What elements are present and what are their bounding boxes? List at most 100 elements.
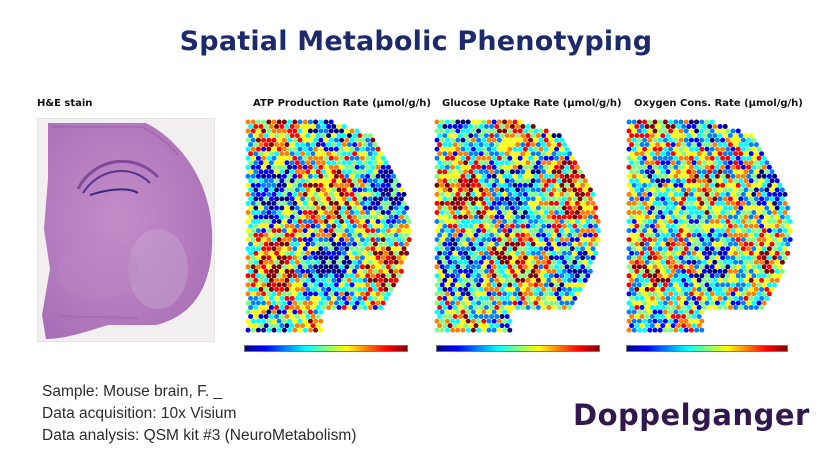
spot: [587, 250, 593, 256]
spot: [636, 219, 642, 224]
spot: [787, 228, 793, 234]
spot: [515, 178, 521, 184]
spot: [383, 286, 389, 292]
spot: [743, 223, 749, 229]
spot: [271, 318, 277, 324]
spot: [735, 173, 741, 179]
spot: [318, 119, 324, 125]
spot: [274, 133, 280, 139]
spot: [546, 187, 552, 193]
spot: [515, 259, 521, 265]
spot: [276, 309, 282, 315]
spot: [668, 137, 674, 143]
spot: [302, 318, 308, 324]
spot: [352, 196, 358, 202]
spot: [460, 237, 466, 243]
spot: [515, 286, 521, 292]
spot: [509, 151, 515, 157]
spot: [294, 323, 300, 329]
spot: [367, 295, 373, 301]
spot: [292, 318, 298, 324]
spot: [509, 277, 515, 283]
spot: [657, 219, 663, 224]
spot: [465, 182, 471, 188]
spot: [660, 142, 666, 148]
spot: [748, 268, 754, 274]
spot: [717, 124, 723, 129]
spot: [774, 259, 780, 265]
spot: [686, 314, 692, 319]
spot: [349, 146, 355, 152]
spot: [722, 142, 728, 148]
spot: [515, 160, 521, 166]
spot: [385, 228, 391, 234]
spot: [541, 259, 547, 265]
spot: [707, 241, 713, 247]
spot: [391, 246, 397, 252]
spot: [486, 219, 492, 224]
spot: [660, 133, 666, 139]
spot: [442, 169, 448, 175]
spot: [359, 291, 365, 297]
spot: [481, 119, 487, 125]
spot: [517, 300, 523, 306]
spot: [281, 300, 287, 306]
spot: [631, 309, 637, 315]
spot: [258, 196, 264, 202]
spot: [636, 155, 642, 161]
spot: [709, 282, 715, 288]
spot: [294, 187, 300, 193]
spot: [307, 119, 313, 125]
spot: [478, 250, 484, 256]
spot: [279, 232, 285, 238]
spot: [289, 241, 295, 247]
spot: [699, 173, 705, 179]
spot: [735, 246, 741, 252]
spot: [530, 305, 536, 310]
spot: [694, 200, 700, 206]
spot: [478, 295, 484, 301]
spot: [631, 164, 637, 170]
spot: [478, 124, 484, 129]
spot: [468, 142, 474, 148]
spot: [743, 241, 749, 247]
spot: [483, 268, 489, 274]
spot: [509, 268, 515, 274]
spot: [437, 124, 443, 129]
spot: [268, 223, 274, 229]
spot: [380, 228, 386, 234]
spot: [383, 232, 389, 238]
spot: [460, 191, 466, 197]
spot: [668, 228, 674, 234]
spot: [660, 259, 666, 265]
spot: [476, 264, 482, 270]
spot: [577, 178, 583, 184]
spot: [341, 205, 347, 211]
spot: [271, 173, 277, 179]
spot: [307, 137, 313, 143]
spot: [665, 178, 671, 184]
spot: [444, 219, 450, 224]
spot: [546, 160, 552, 166]
spot: [681, 286, 687, 292]
spot: [701, 124, 707, 129]
spot: [530, 259, 536, 265]
spot: [292, 128, 298, 134]
spot: [712, 196, 718, 202]
spot: [636, 128, 642, 134]
spot: [701, 250, 707, 256]
spot: [404, 232, 410, 238]
spot: [349, 155, 355, 161]
spot: [567, 241, 573, 247]
spot: [279, 286, 285, 292]
spot: [634, 323, 640, 329]
spot: [499, 314, 505, 319]
spot: [370, 282, 376, 288]
spot: [556, 196, 562, 202]
spot: [388, 259, 394, 265]
spot: [538, 200, 544, 206]
spot: [294, 259, 300, 265]
spot: [326, 142, 332, 148]
spot: [701, 196, 707, 202]
spot: [315, 305, 321, 310]
